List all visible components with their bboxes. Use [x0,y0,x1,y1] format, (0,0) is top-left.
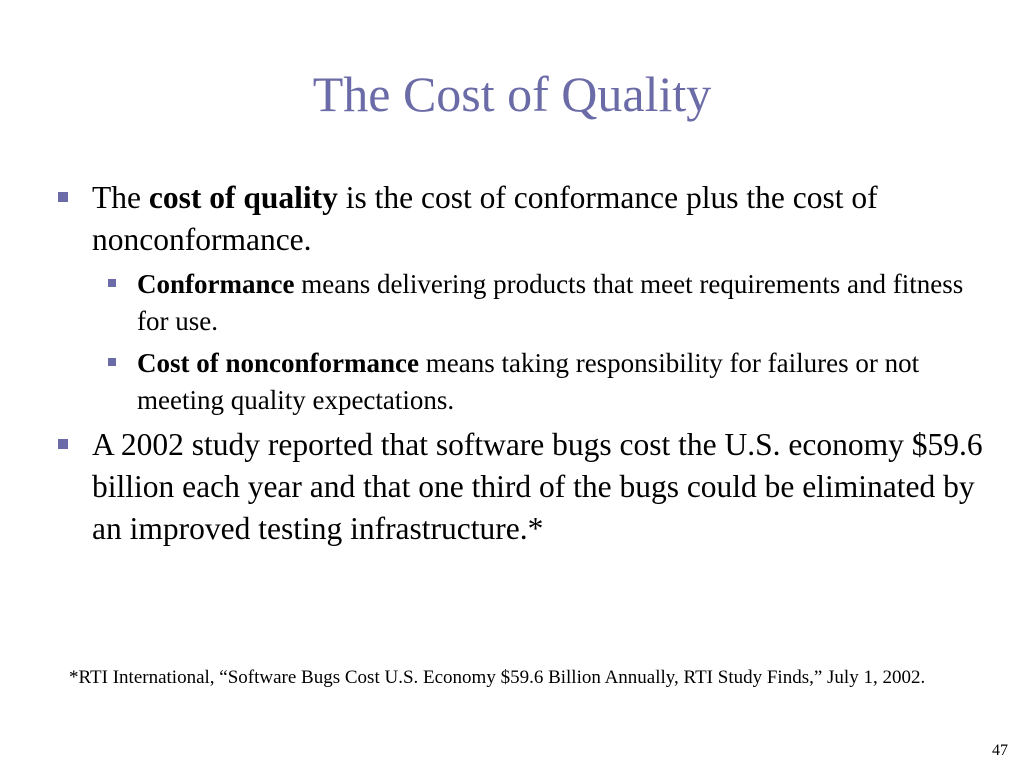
square-bullet-icon [58,192,68,202]
square-bullet-icon [58,439,68,449]
page-number: 47 [992,742,1008,759]
sub-bullet-bold: Cost of nonconformance [137,348,419,378]
bullet-text-pre: The [92,180,149,215]
bullet-list: The cost of quality is the cost of confo… [55,177,985,555]
bullet-text: A 2002 study reported that software bugs… [92,427,983,546]
slide-title: The Cost of Quality [312,66,712,122]
sub-bullet-cost-of-nonconformance: Cost of nonconformance means taking resp… [92,345,985,419]
square-bullet-icon [108,358,116,366]
sub-bullet-conformance: Conformance means delivering products th… [92,266,985,340]
square-bullet-icon [108,279,116,287]
bullet-2002-study: A 2002 study reported that software bugs… [55,424,985,550]
bullet-text-bold: cost of quality [148,180,338,215]
sub-bullet-bold: Conformance [137,269,295,299]
sub-bullet-text: means taking responsibility for failures… [137,348,920,415]
bullet-cost-of-quality: The cost of quality is the cost of confo… [55,177,985,261]
sub-bullet-text: means delivering products that meet requ… [137,269,964,336]
footnote: *RTI International, “Software Bugs Cost … [69,667,926,688]
bullet-text-post: is the cost of conformance plus the cost… [92,180,878,257]
